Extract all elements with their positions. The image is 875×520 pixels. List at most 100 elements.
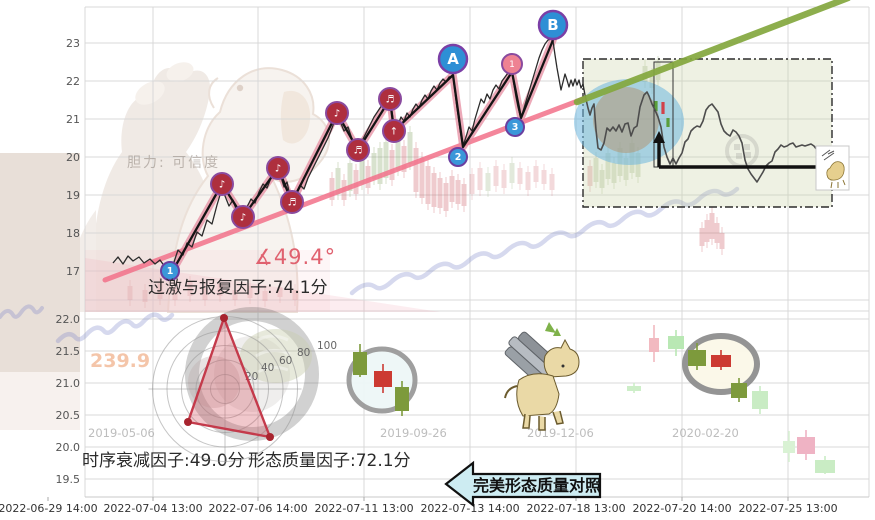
wave-note-1-label: ♪ (219, 180, 225, 191)
dog-eye-small (561, 364, 565, 368)
emblem-olive-patch (240, 329, 312, 383)
scatter-candles (627, 325, 835, 474)
watermark-caption: 胆力: 可信度 (127, 155, 220, 171)
scatter-candle (731, 383, 747, 398)
marker-wave-note-3[interactable]: ♪ (266, 156, 290, 180)
emblem-pattern (255, 334, 291, 374)
mini-priceline (584, 91, 818, 183)
marker-wave-note-1[interactable]: ♪ (210, 172, 234, 196)
emblem-center (214, 336, 290, 412)
marker-pivot-pink-1[interactable]: 1 (501, 53, 523, 75)
candle-body (593, 158, 599, 182)
candle-body (359, 158, 365, 184)
wave-label-A[interactable] (437, 43, 469, 75)
candle-body (699, 228, 705, 246)
x-tick-label: 2022-07-18 13:00 (526, 502, 625, 515)
wave-note-8[interactable] (382, 119, 406, 143)
radar-tick-label: 60 (279, 355, 292, 367)
wave-note-5-label: ♪ (334, 109, 340, 120)
y-tick-label: 17 (66, 265, 80, 278)
candle-body (461, 184, 467, 206)
candle-body (335, 168, 341, 194)
candle-body (623, 158, 629, 180)
emblem-watermark (185, 307, 319, 441)
emblem-square (736, 153, 742, 159)
pivot-3[interactable] (505, 117, 525, 137)
wave-note-4[interactable] (280, 190, 304, 214)
marker-wave-label-A[interactable]: A (437, 43, 469, 75)
gatling-dog-icon (504, 322, 580, 431)
wave-markers: ♪ ♪ ♪ ♬ ♪ ♬ ♬ ↑ A B 1 2 3 1 (160, 9, 569, 281)
marker-pivot-3[interactable]: 3 (505, 117, 525, 137)
y-tick-label: 19.5 (56, 473, 81, 486)
candle-body (587, 166, 593, 186)
candle-body (395, 138, 401, 170)
wave-note-4-label: ♬ (288, 198, 297, 209)
candle-group (699, 207, 725, 255)
wave-note-5[interactable] (325, 101, 349, 125)
pivot-1[interactable] (160, 261, 180, 281)
wave-note-7[interactable] (378, 87, 402, 111)
candle-body (485, 173, 491, 191)
pivot-pink-1[interactable] (501, 53, 523, 75)
candle-body (493, 166, 499, 186)
script-watermark (55, 312, 175, 344)
candle-body (469, 174, 475, 194)
candle-body (517, 168, 523, 184)
marker-wave-note-5[interactable]: ♪ (325, 101, 349, 125)
factor-time-decay: 时序衰减因子:49.0分 (82, 451, 245, 471)
candle-group (127, 276, 298, 308)
candle-body (262, 291, 268, 301)
wave-note-6[interactable] (346, 138, 370, 162)
marker-wave-note-6[interactable]: ♬ (346, 138, 370, 162)
pivot-pink-1-label: 1 (509, 60, 515, 70)
axes: 2322212019181722.021.521.020.520.019.520… (0, 37, 869, 515)
marker-wave-note-8[interactable]: ↑ (382, 119, 406, 143)
candle-body (292, 290, 298, 300)
trendline-green (573, 0, 851, 106)
pattern-gauges (346, 333, 760, 416)
wave-note-3[interactable] (266, 156, 290, 180)
pivot-2[interactable] (448, 147, 468, 167)
gauge-candle (374, 371, 392, 387)
candle-body (383, 142, 389, 178)
wave-note-2[interactable] (231, 205, 255, 229)
y-tick-label: 18 (66, 227, 80, 240)
marker-pivot-1[interactable]: 1 (160, 261, 180, 281)
marker-wave-note-4[interactable]: ♬ (280, 190, 304, 214)
perfect-pattern-banner[interactable] (444, 460, 602, 508)
candle-body (407, 132, 413, 164)
candle-body (157, 283, 163, 299)
candle-body (649, 74, 655, 88)
candle-body (413, 148, 419, 192)
candle-body (509, 163, 515, 183)
emblem-square (734, 144, 740, 150)
marker-wave-note-7[interactable]: ♬ (378, 87, 402, 111)
wave-label-B[interactable] (537, 9, 569, 41)
candle-body (217, 284, 223, 296)
candle-body (477, 168, 483, 190)
marker-wave-label-B[interactable]: B (537, 9, 569, 41)
left-watermark-strip (0, 153, 80, 372)
emblem-square (744, 144, 750, 150)
scatter-candle (815, 460, 835, 473)
candle-body (187, 282, 193, 296)
watermark-date-2: 2019-09-26 (380, 426, 447, 440)
candle-body (365, 166, 371, 188)
radar-tick-label: 100 (317, 340, 337, 352)
wave-note-3-label: ♪ (275, 164, 281, 175)
angle-label: ∡49.4° (254, 245, 336, 269)
candle-body (431, 173, 437, 207)
y-tick-label: 22.0 (56, 313, 81, 326)
marker-pivot-2[interactable]: 2 (448, 147, 468, 167)
candle-group (469, 157, 555, 200)
wave-note-1[interactable] (210, 172, 234, 196)
candle-body (277, 287, 283, 297)
candle-body (401, 146, 407, 172)
dog-ear (280, 90, 311, 144)
wave-note-2-label: ♪ (240, 213, 246, 224)
marker-wave-note-2[interactable]: ♪ (231, 205, 255, 229)
measure-arrow (657, 141, 818, 169)
candle-body (599, 170, 605, 188)
faded-candlesticks (127, 56, 725, 308)
